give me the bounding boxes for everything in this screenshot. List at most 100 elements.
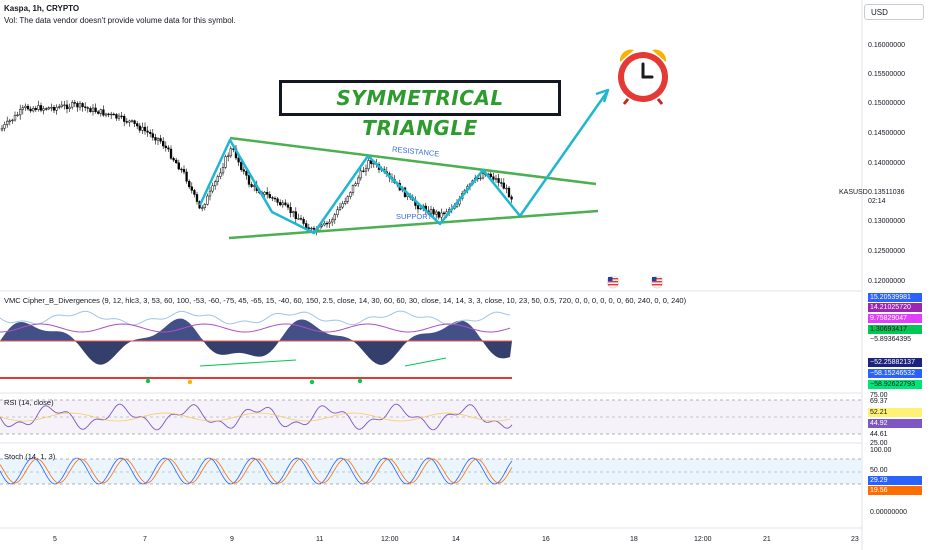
price-candle — [289, 202, 292, 218]
price-candle — [156, 137, 160, 146]
stoch-axis-label: 100.00 — [870, 447, 892, 454]
price-candle — [76, 101, 79, 112]
price-candle — [151, 128, 154, 141]
price-candle — [104, 112, 108, 118]
price-candle — [63, 100, 66, 110]
price-candle — [442, 211, 446, 217]
price-candle — [341, 200, 344, 209]
vmc-divergence-line — [404, 357, 447, 367]
price-candle — [19, 104, 22, 120]
price-candle — [24, 103, 27, 111]
price-candle — [203, 202, 206, 211]
price-candle — [188, 179, 191, 190]
currency-button[interactable]: USD — [864, 4, 924, 20]
rsi-axis-label: 44.61 — [870, 431, 888, 438]
price-candle — [242, 166, 245, 175]
price-candle — [292, 210, 295, 218]
us-flag-icon[interactable] — [606, 275, 620, 289]
price-candle — [141, 122, 144, 134]
support-label: SUPPORT — [396, 212, 433, 221]
vmc-value-tag: 15.20539981 — [868, 293, 922, 302]
price-label: 0.12500000 — [868, 248, 905, 255]
rsi-indicator-title[interactable]: RSI (14, close) — [4, 398, 54, 407]
price-candle — [279, 199, 282, 207]
vmc-wave-up — [0, 318, 512, 341]
vmc-value-tag: 1.30693417 — [868, 325, 922, 334]
stoch-lines — [0, 457, 513, 485]
price-candle — [81, 102, 84, 112]
price-candle — [354, 181, 357, 187]
price-candle — [214, 179, 217, 190]
alarm-clock-icon — [618, 49, 668, 105]
price-candle — [507, 186, 511, 199]
rsi-ma-plot — [0, 412, 511, 422]
symbol-tag: KASUSD — [839, 189, 868, 196]
price-candle — [130, 119, 134, 123]
price-candle — [71, 100, 74, 110]
price-candle — [143, 122, 147, 135]
price-candle — [112, 112, 115, 116]
price-candle — [117, 113, 121, 121]
price-candle — [307, 223, 310, 230]
stoch-axis-label: 50.00 — [870, 467, 888, 474]
price-candle — [416, 203, 420, 214]
vmc-value-tag: −58.92622793 — [868, 380, 922, 389]
price-candle — [281, 199, 284, 208]
time-label: 5 — [53, 536, 57, 543]
vmc-divergence-line — [199, 359, 297, 367]
zigzag-projection[interactable] — [198, 91, 609, 235]
rsi-line — [0, 403, 513, 431]
resistance-trendline[interactable] — [229, 136, 597, 186]
price-candle — [208, 187, 212, 201]
rsi-plot — [0, 403, 513, 431]
stoch-k-tag: 29.29 — [868, 476, 922, 485]
price-candle — [435, 209, 438, 219]
price-candle — [201, 204, 204, 212]
price-candle — [219, 168, 222, 180]
price-candle — [172, 156, 175, 162]
price-candle — [273, 196, 277, 202]
stoch-indicator-title[interactable]: Stoch (14, 1, 3) — [4, 452, 56, 461]
price-candle — [21, 104, 24, 115]
price-candle — [149, 129, 152, 138]
price-candle — [42, 106, 45, 115]
price-candle — [429, 205, 433, 216]
price-candle — [263, 191, 266, 197]
price-candle — [185, 168, 188, 184]
price-candle — [11, 118, 14, 124]
price-candle — [253, 182, 256, 192]
price-candle — [302, 216, 305, 226]
price-candle — [115, 113, 118, 121]
pattern-title[interactable]: SYMMETRICAL TRIANGLE — [279, 80, 561, 140]
price-candle — [328, 218, 331, 228]
symbol-title[interactable]: Kaspa, 1h, CRYPTO — [4, 4, 80, 13]
vmc-indicator-title[interactable]: VMC Cipher_B_Divergences (9, 12, hlc3, 3… — [4, 296, 687, 305]
price-candle — [500, 178, 503, 187]
time-label: 16 — [542, 536, 550, 543]
price-candle — [102, 105, 105, 117]
vmc-line-a — [0, 310, 511, 326]
price-candle — [73, 99, 76, 108]
price-candle — [34, 105, 37, 113]
us-flag-icon[interactable] — [650, 275, 664, 289]
price-candle — [167, 145, 170, 152]
time-label: 9 — [230, 536, 234, 543]
price-candle — [221, 163, 225, 176]
price-candle — [146, 126, 149, 137]
price-candle — [351, 184, 355, 196]
price-candle — [45, 107, 48, 111]
price-candle — [250, 181, 253, 188]
price-candle — [123, 113, 126, 127]
price-label: 0.15500000 — [868, 71, 905, 78]
price-candle — [177, 159, 180, 171]
price-candle — [333, 212, 336, 224]
price-label: 0.15000000 — [868, 100, 905, 107]
price-candle — [91, 104, 95, 116]
price-candle — [494, 174, 498, 183]
rsi-value-tag: 44.92 — [868, 419, 922, 428]
price-candle — [364, 164, 368, 176]
price-candle — [13, 111, 17, 122]
support-trendline[interactable] — [228, 209, 599, 240]
price-candle — [193, 188, 196, 198]
